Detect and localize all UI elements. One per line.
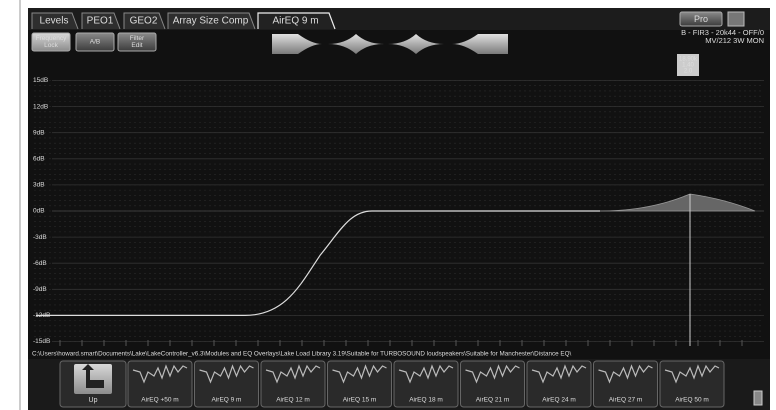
tab-label: GEO2 (130, 16, 158, 27)
preset-label: AirEQ 50 m (675, 397, 709, 404)
y-axis-label: 15dB (33, 77, 48, 84)
toolbar-label: Frequency (36, 35, 67, 42)
high-shelf-icon[interactable] (452, 34, 508, 54)
preset-button[interactable] (327, 360, 392, 408)
preset-button[interactable] (127, 360, 193, 408)
toolbar-button[interactable] (75, 32, 115, 52)
preset-thumbnail (265, 364, 321, 384)
filter-shapes (272, 34, 508, 54)
preset-thumbnail (332, 364, 387, 384)
y-axis-label: 6dB (33, 156, 45, 163)
readout-value: 1.40 (682, 63, 694, 69)
preset-thumbnail (598, 364, 653, 384)
eq-curve (36, 210, 600, 316)
device-info: B - FIR3 - 20k44 - OFF/0 (681, 28, 764, 37)
toolbar-label: A/B (90, 39, 100, 46)
tab[interactable] (167, 12, 256, 30)
toolbar-label: Edit (131, 42, 142, 49)
toolbar-label: Filter (130, 35, 145, 42)
preset-thumbnail (132, 364, 188, 384)
tab[interactable] (123, 12, 166, 30)
pro-label: Pro (694, 14, 708, 24)
y-axis-label: 3dB (33, 182, 45, 189)
preset-button[interactable] (526, 360, 592, 408)
preset-label: AirEQ +50 m (141, 397, 178, 404)
preset-button[interactable] (460, 360, 525, 408)
bell-icon[interactable] (328, 34, 384, 54)
preset-label: AirEQ 27 m (609, 397, 643, 404)
preset-button[interactable] (593, 360, 658, 408)
device-info: MV/212 3W MON (705, 36, 764, 45)
tab[interactable] (257, 12, 336, 30)
y-axis-label: 0dB (33, 208, 45, 215)
tab[interactable] (31, 12, 79, 30)
readout-value: 18.90k (679, 57, 698, 63)
up-arrow (82, 364, 104, 388)
y-axis-label: -9dB (33, 286, 47, 293)
preset-label: AirEQ 15 m (343, 397, 377, 404)
preset-button[interactable] (659, 360, 725, 408)
preset-label: AirEQ 24 m (542, 397, 576, 404)
y-axis-label: -6dB (33, 260, 47, 267)
toolbar-button[interactable] (117, 32, 157, 52)
y-axis-label: 9dB (33, 129, 45, 136)
up-icon (74, 364, 112, 394)
preset-label: AirEQ 9 m (212, 397, 242, 404)
pro-button[interactable] (679, 11, 723, 27)
filter-readout-box (677, 54, 699, 76)
preset-button[interactable] (194, 360, 259, 408)
y-axis-label: -3dB (33, 234, 47, 241)
preset-thumbnail (398, 364, 454, 384)
low-shelf-icon[interactable] (272, 34, 322, 54)
tab-label: Array Size Comp (173, 16, 249, 27)
tab-label: PEO1 (87, 16, 114, 27)
preset-thumbnail (465, 364, 520, 384)
preset-thumbnail (664, 364, 720, 384)
preset-label: AirEQ 21 m (476, 397, 510, 404)
file-path: C:\Users\howard.smart\Documents\Lake\Lak… (32, 351, 571, 358)
preset-button[interactable] (260, 360, 326, 408)
toolbar-button[interactable] (31, 32, 71, 52)
preset-label: AirEQ 12 m (276, 397, 310, 404)
y-axis-label: 12dB (33, 103, 48, 110)
battery-icon (753, 390, 763, 406)
tab[interactable] (81, 12, 121, 30)
settings-icon[interactable] (727, 11, 745, 27)
toolbar-label: Lock (44, 42, 58, 49)
tab-label: AirEQ 9 m (272, 16, 318, 27)
y-axis-label: -15dB (33, 338, 50, 345)
tab-label: Levels (40, 16, 69, 27)
preset-label: AirEQ 18 m (409, 397, 443, 404)
preset-button[interactable] (393, 360, 459, 408)
preset-thumbnail (531, 364, 587, 384)
readout-value: 2.0 (684, 69, 693, 75)
bell-icon[interactable] (388, 34, 444, 54)
preset-thumbnail (199, 364, 254, 384)
up-label: Up (89, 397, 98, 404)
